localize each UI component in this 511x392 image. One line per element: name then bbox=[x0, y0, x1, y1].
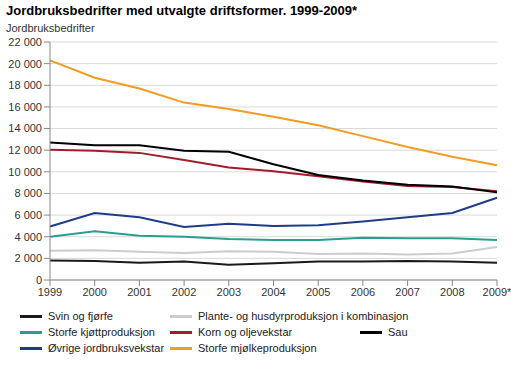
svg-text:2009*: 2009* bbox=[483, 286, 503, 298]
svg-text:0: 0 bbox=[36, 274, 42, 286]
html-text:Svin og fjørfe: Svin og fjørfe bbox=[48, 310, 113, 322]
svg-text:2007: 2007 bbox=[395, 286, 419, 298]
html-text:Storfe mjølkeproduksjon: Storfe mjølkeproduksjon bbox=[198, 342, 317, 354]
svg-text:12 000: 12 000 bbox=[8, 144, 42, 156]
svg-text:2001: 2001 bbox=[127, 286, 151, 298]
html-text:Sau: Sau bbox=[388, 326, 408, 338]
svg-text:22 000: 22 000 bbox=[8, 36, 42, 48]
svg-text:2 000: 2 000 bbox=[14, 252, 42, 264]
svg-text:2008: 2008 bbox=[440, 286, 464, 298]
html-text:Jordbruksbedrifter med utvalgt: Jordbruksbedrifter med utvalgte driftsfo… bbox=[6, 3, 358, 18]
html-text:Storfe kjøttproduksjon: Storfe kjøttproduksjon bbox=[48, 326, 155, 338]
svg-text:2006: 2006 bbox=[351, 286, 375, 298]
svg-text:1999: 1999 bbox=[38, 286, 62, 298]
svg-text:2000: 2000 bbox=[82, 286, 106, 298]
svg-text:2003: 2003 bbox=[217, 286, 241, 298]
svg-text:10 000: 10 000 bbox=[8, 166, 42, 178]
svg-text:4 000: 4 000 bbox=[14, 231, 42, 243]
svg-text:18 000: 18 000 bbox=[8, 79, 42, 91]
html-text:Plante- og husdyrproduksjon i: Plante- og husdyrproduksjon i kombinasjo… bbox=[198, 310, 409, 322]
svg-text:2005: 2005 bbox=[306, 286, 330, 298]
svg-text:14 000: 14 000 bbox=[8, 122, 42, 134]
svg-text:6 000: 6 000 bbox=[14, 209, 42, 221]
html-text:Øvrige jordbruksvekstar: Øvrige jordbruksvekstar bbox=[48, 342, 165, 354]
svg-text:8 000: 8 000 bbox=[14, 187, 42, 199]
svg-text:2004: 2004 bbox=[261, 286, 285, 298]
html-text:Jordbruksbedrifter: Jordbruksbedrifter bbox=[6, 22, 95, 34]
svg-text:2002: 2002 bbox=[172, 286, 196, 298]
svg-text:16 000: 16 000 bbox=[8, 101, 42, 113]
svg-text:20 000: 20 000 bbox=[8, 58, 42, 70]
html-text:Korn og oljevekstar: Korn og oljevekstar bbox=[198, 326, 293, 338]
